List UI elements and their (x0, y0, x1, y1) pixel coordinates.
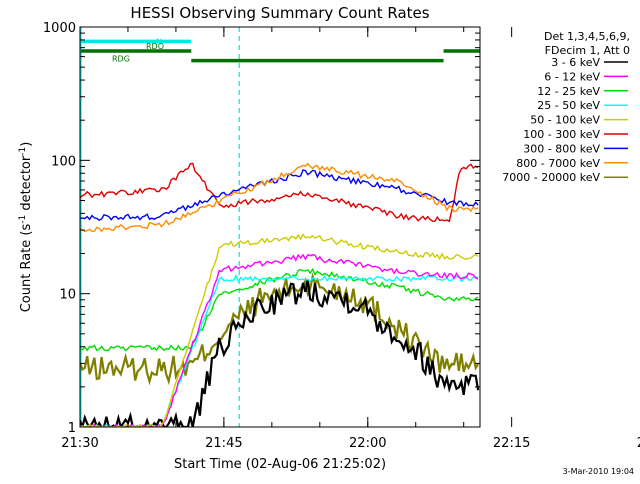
y-tick-label: 100 (51, 154, 76, 169)
axis-ticks: 110100100021:3021:4522:0022:1522:3022:45… (43, 21, 640, 451)
chart-title: HESSI Observing Summary Count Rates (130, 4, 429, 22)
legend-label-8: 7000 - 20000 keV (502, 171, 600, 184)
series-line-7 (80, 162, 479, 233)
legend-label-1: 6 - 12 keV (544, 70, 600, 83)
legend-label-3: 25 - 50 keV (537, 99, 600, 112)
y-tick-label: 1 (68, 421, 76, 436)
legend-header: Det 1,3,4,5,6,9, (544, 30, 630, 43)
series-line-2 (80, 267, 479, 352)
x-tick-label: 21:45 (205, 436, 242, 451)
legend-label-7: 800 - 7000 keV (516, 157, 600, 170)
series-line-0 (80, 279, 480, 427)
y-axis-label-mid: detector (19, 155, 34, 215)
x-axis-label: Start Time (02-Aug-06 21:25:02) (174, 457, 386, 472)
y-axis-label: Count Rate (s-1 detector-1) (18, 142, 34, 313)
y-axis-label-sup1: -1 (18, 215, 28, 224)
legend-label-2: 12 - 25 keV (537, 85, 600, 98)
legend-label-0: 3 - 6 keV (551, 56, 600, 69)
series-line-4 (80, 233, 479, 427)
legend-label-6: 300 - 800 keV (523, 142, 600, 155)
y-axis-label-end: ) (19, 142, 34, 147)
series-line-8 (80, 272, 480, 386)
timestamp-stamp: 3-Mar-2010 19:04 (563, 467, 634, 476)
x-tick-label: 22:30 (637, 436, 640, 451)
legend-header: FDecim 1, Att 0 (545, 44, 630, 57)
flag-label-n: N (156, 37, 162, 46)
y-tick-label: 1000 (43, 21, 76, 36)
x-tick-label: 21:30 (61, 436, 98, 451)
x-tick-label: 22:15 (493, 436, 530, 451)
x-tick-label: 22:00 (349, 436, 386, 451)
flag-label-rdg: RDG (112, 55, 130, 64)
legend-label-5: 100 - 300 keV (523, 128, 600, 141)
plot-frame (79, 26, 481, 428)
y-axis-label-sup2: -1 (18, 147, 28, 156)
legend: Det 1,3,4,5,6,9,FDecim 1, Att 03 - 6 keV… (502, 30, 630, 184)
y-tick-label: 10 (59, 288, 76, 303)
y-axis-label-main: Count Rate (s (19, 224, 34, 313)
legend-label-4: 50 - 100 keV (530, 114, 600, 127)
series-line-5 (80, 162, 479, 223)
series-line-3 (80, 274, 479, 427)
flag-label-rdo: RDO (146, 42, 164, 51)
